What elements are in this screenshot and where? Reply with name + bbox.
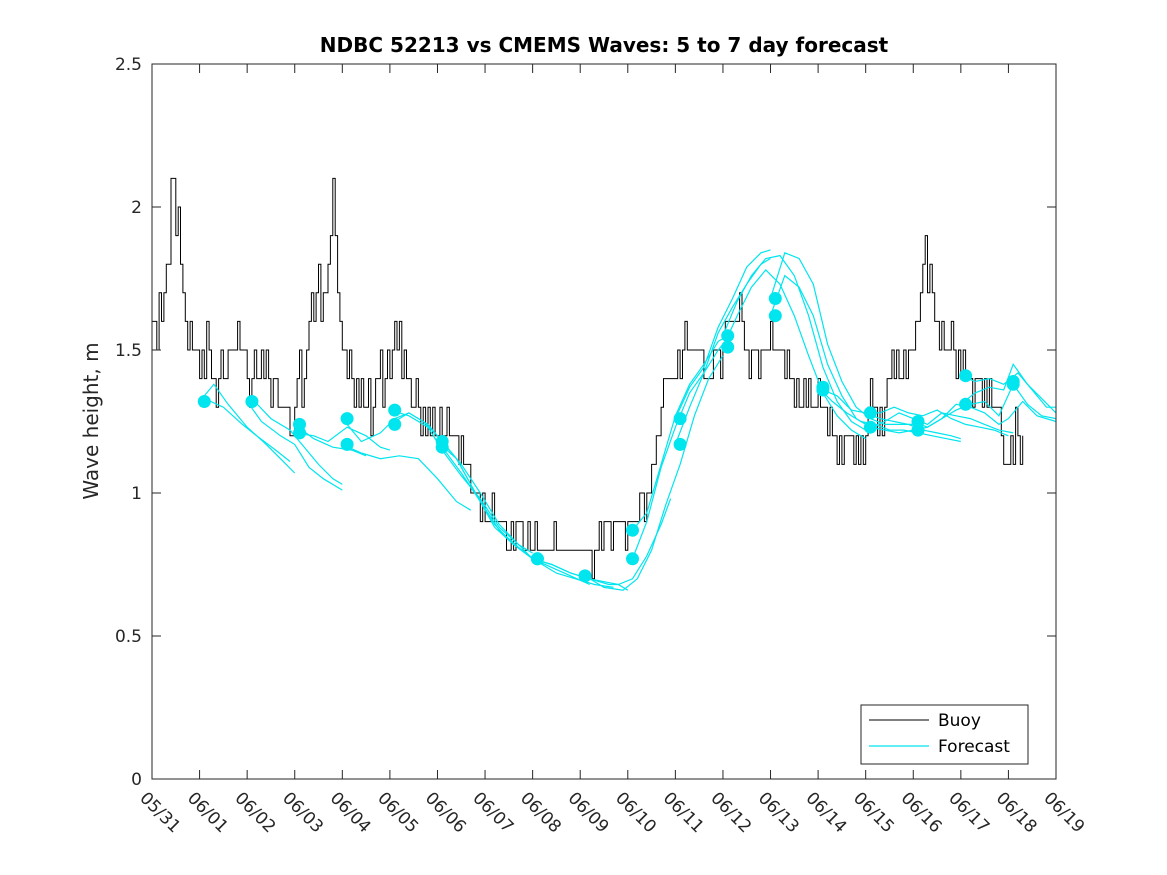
forecast-marker-6 xyxy=(388,403,402,417)
forecast-line-15 xyxy=(632,335,729,531)
forecast-marker-23 xyxy=(863,406,877,420)
axes-box xyxy=(151,63,1057,780)
forecast-marker-5 xyxy=(340,437,354,451)
forecast-line-26 xyxy=(870,412,1014,434)
forecast-line-22 xyxy=(769,274,914,434)
forecast-line-9 xyxy=(389,412,534,560)
forecast-marker-9 xyxy=(435,440,449,454)
forecast-marker-0 xyxy=(197,395,211,408)
y-axis: 0 0.5 1 1.5 2 2.5 xyxy=(115,55,1056,790)
y-tick-label: 2.5 xyxy=(115,55,142,75)
forecast-marker-13 xyxy=(626,523,639,537)
buoy-series xyxy=(152,177,1024,580)
forecast-line-3 xyxy=(251,398,343,485)
forecast-marker-11 xyxy=(530,552,544,566)
forecast-marker-14 xyxy=(626,552,639,566)
forecast-line-5 xyxy=(294,426,391,451)
forecast-line-28 xyxy=(913,383,1057,431)
forecast-line-21 xyxy=(769,252,914,425)
y-tick-label: 1 xyxy=(131,484,142,504)
legend: Buoy Forecast xyxy=(860,704,1029,765)
forecast-marker-7 xyxy=(388,417,402,431)
forecast-marker-12 xyxy=(578,569,592,583)
forecast-line-23 xyxy=(817,386,961,443)
forecast-marker-17 xyxy=(721,329,735,343)
forecast-line-6 xyxy=(342,443,472,511)
forecast-marker-15 xyxy=(673,412,687,426)
forecast-line-25 xyxy=(865,406,1009,437)
forecast-line-16 xyxy=(631,338,729,560)
forecast-line-13 xyxy=(532,498,672,586)
y-tick-label: 1.5 xyxy=(115,341,142,361)
forecast-line-2 xyxy=(246,401,343,491)
forecast-marker-28 xyxy=(959,397,973,411)
forecast-marker-30 xyxy=(1006,377,1020,391)
forecast-line-4 xyxy=(294,423,367,457)
forecast-line-20 xyxy=(722,269,867,440)
y-tick-label: 0 xyxy=(131,770,142,790)
forecast-marker-1 xyxy=(245,395,259,408)
y-tick-label: 0.5 xyxy=(115,627,142,647)
forecast-line-19 xyxy=(722,254,867,431)
forecast-marker-4 xyxy=(340,412,354,426)
forecast-line-24 xyxy=(822,389,961,440)
forecast-line-1 xyxy=(204,398,291,462)
forecast-line-10 xyxy=(437,441,590,586)
forecast-marker-18 xyxy=(721,340,735,354)
forecast-line-0 xyxy=(199,383,296,474)
y-axis-label: Wave height, m xyxy=(79,342,103,499)
legend-forecast-label: Forecast xyxy=(938,737,1010,757)
forecast-line-14 xyxy=(584,355,724,591)
forecast-markers xyxy=(197,292,1020,583)
legend-buoy-label: Buoy xyxy=(938,711,981,731)
forecast-marker-24 xyxy=(863,420,877,434)
forecast-line-8 xyxy=(389,409,533,554)
forecast-series xyxy=(199,249,1057,591)
forecast-marker-26 xyxy=(911,423,925,437)
forecast-marker-22 xyxy=(816,383,830,397)
forecast-marker-20 xyxy=(768,309,782,323)
buoy-line xyxy=(152,177,1024,580)
forecast-line-17 xyxy=(674,249,771,419)
forecast-marker-19 xyxy=(768,292,782,305)
y-tick-label: 2 xyxy=(131,198,142,218)
forecast-marker-27 xyxy=(959,369,973,383)
legend-box xyxy=(860,704,1029,765)
forecast-marker-16 xyxy=(673,437,687,451)
forecast-marker-3 xyxy=(293,426,306,440)
chart-title: NDBC 52213 vs CMEMS Waves: 5 to 7 day fo… xyxy=(320,33,889,57)
